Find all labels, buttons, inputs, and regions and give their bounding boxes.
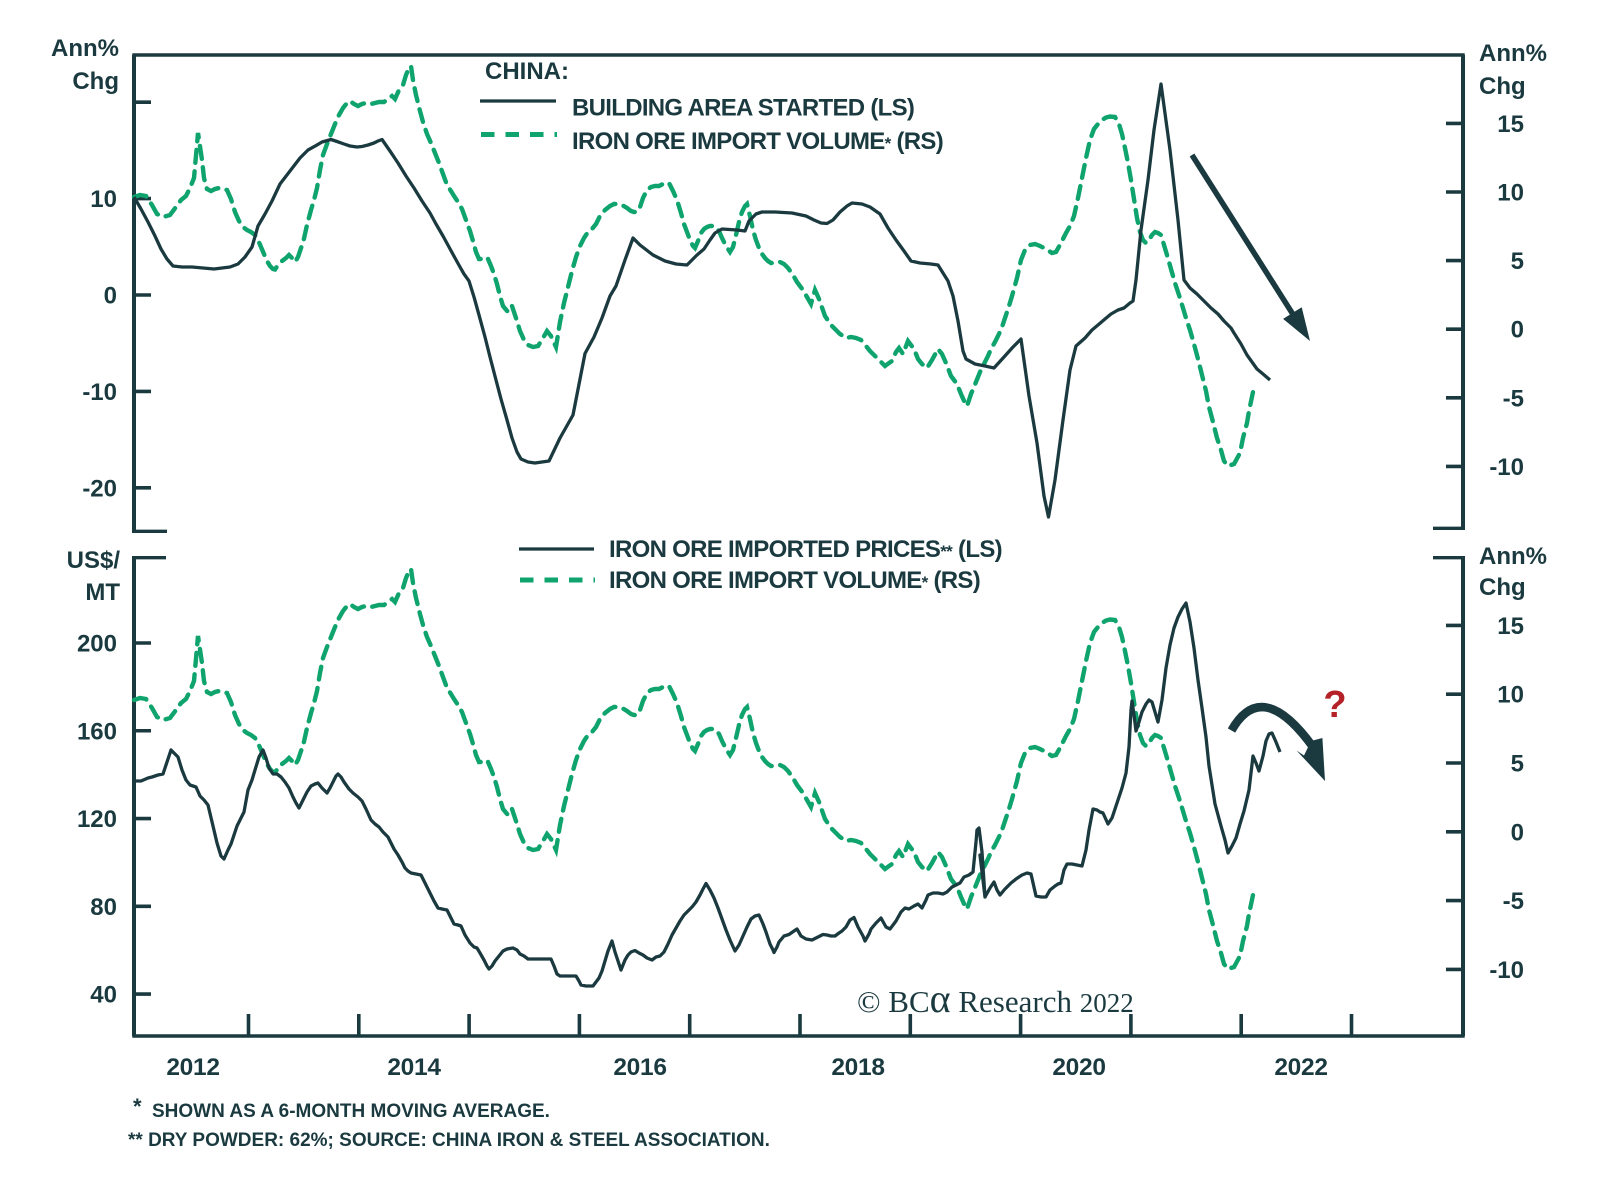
- svg-text:-20: -20: [82, 475, 117, 502]
- svg-text:15: 15: [1497, 111, 1524, 138]
- svg-text:2020: 2020: [1052, 1054, 1105, 1081]
- svg-text:Chg: Chg: [1479, 73, 1526, 100]
- svg-text:BUILDING AREA STARTED (LS): BUILDING AREA STARTED (LS): [572, 95, 914, 122]
- svg-text:-10: -10: [1489, 957, 1524, 984]
- svg-text:2012: 2012: [166, 1054, 219, 1081]
- svg-text:15: 15: [1497, 613, 1524, 640]
- svg-text:5: 5: [1511, 248, 1524, 275]
- svg-text:200: 200: [77, 631, 117, 658]
- svg-text:2018: 2018: [831, 1054, 884, 1081]
- svg-text:0: 0: [1511, 819, 1524, 846]
- svg-text:SHOWN AS A 6-MONTH MOVING AVER: SHOWN AS A 6-MONTH MOVING AVERAGE.: [152, 1101, 550, 1122]
- svg-text:2016: 2016: [613, 1054, 666, 1081]
- svg-text:-10: -10: [1489, 454, 1524, 481]
- svg-text:*: *: [133, 1094, 142, 1119]
- svg-text:CHINA:: CHINA:: [485, 58, 569, 85]
- svg-text:Chg: Chg: [1479, 574, 1526, 601]
- svg-text:10: 10: [1497, 682, 1524, 709]
- svg-text:Ann%: Ann%: [1479, 543, 1547, 570]
- svg-text:MT: MT: [85, 579, 120, 606]
- svg-text:IRON ORE IMPORT VOLUME* (RS): IRON ORE IMPORT VOLUME* (RS): [609, 567, 980, 594]
- svg-text:-5: -5: [1503, 385, 1524, 412]
- svg-text:Ann%: Ann%: [51, 35, 119, 62]
- svg-text:** DRY POWDER: 62%; SOURCE: CH: ** DRY POWDER: 62%; SOURCE: CHINA IRON &…: [128, 1130, 770, 1151]
- svg-text:5: 5: [1511, 751, 1524, 778]
- svg-text:-5: -5: [1503, 888, 1524, 915]
- svg-text:0: 0: [1511, 317, 1524, 344]
- svg-text:-10: -10: [82, 379, 117, 406]
- svg-text:40: 40: [90, 982, 117, 1009]
- svg-text:80: 80: [90, 894, 117, 921]
- svg-text:120: 120: [77, 806, 117, 833]
- svg-text:10: 10: [1497, 180, 1524, 207]
- svg-text:IRON ORE IMPORTED PRICES** (LS: IRON ORE IMPORTED PRICES** (LS): [609, 536, 1002, 563]
- svg-text:Ann%: Ann%: [1479, 40, 1547, 67]
- svg-text:Chg: Chg: [72, 68, 119, 95]
- svg-text:10: 10: [90, 186, 117, 213]
- svg-text:IRON ORE IMPORT VOLUME* (RS): IRON ORE IMPORT VOLUME* (RS): [572, 128, 943, 155]
- svg-text:0: 0: [104, 283, 117, 310]
- svg-text:?: ?: [1323, 684, 1346, 726]
- svg-text:2022: 2022: [1274, 1054, 1327, 1081]
- svg-text:2014: 2014: [387, 1054, 441, 1081]
- svg-text:160: 160: [77, 718, 117, 745]
- svg-text:US$/: US$/: [67, 547, 121, 574]
